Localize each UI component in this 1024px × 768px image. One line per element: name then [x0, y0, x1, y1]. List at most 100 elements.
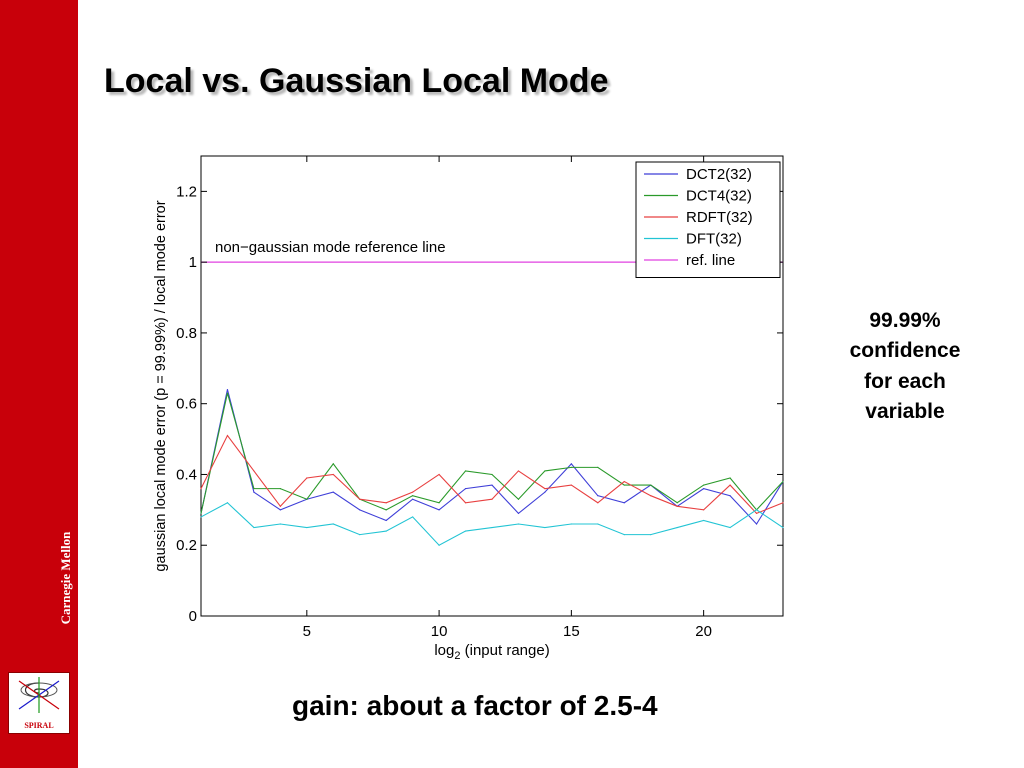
x-tick-label: 15 [563, 623, 580, 640]
data-point-DFT(32)-8 [385, 530, 387, 532]
reference-line-annotation: non−gaussian mode reference line [215, 239, 446, 256]
data-point-RDFT(32)-3 [253, 470, 255, 472]
data-point-DCT4(32)-8 [385, 509, 387, 511]
brand-sidebar [0, 0, 78, 768]
data-point-DCT2(32)-10 [438, 509, 440, 511]
data-point-DFT(32)-16 [597, 523, 599, 525]
data-point-DFT(32)-10 [438, 544, 440, 546]
data-point-DCT4(32)-3 [253, 488, 255, 490]
spiral-logo-icon [18, 677, 60, 713]
data-point-DFT(32)-7 [359, 534, 361, 536]
data-point-RDFT(32)-7 [359, 498, 361, 500]
y-tick-label: 0.4 [176, 466, 197, 483]
data-point-DCT2(32)-13 [517, 512, 520, 514]
data-point-DCT2(32)-12 [491, 484, 493, 486]
data-point-DCT2(32)-2 [226, 388, 229, 391]
confidence-note: 99.99% confidence for each variable [849, 309, 961, 424]
data-point-DCT2(32)-22 [755, 523, 758, 525]
data-point-DFT(32)-14 [544, 526, 546, 529]
y-tick-label: 1 [189, 254, 197, 271]
data-point-DFT(32)-4 [279, 523, 281, 525]
data-point-RDFT(32)-16 [597, 502, 599, 504]
data-point-DCT4(32)-17 [623, 484, 625, 486]
legend: DCT2(32) DCT4(32) RDFT(32) DFT(32) ref. line [635, 161, 781, 278]
gain-note: gain: about a factor of 2.5-4 [292, 690, 658, 721]
data-point-DCT4(32)-12 [491, 473, 493, 476]
data-point-DCT4(32)-11 [464, 470, 467, 472]
legend-label-DFT(32): DFT(32) [686, 231, 742, 248]
data-point-DFT(32)-23 [782, 526, 784, 529]
data-point-DCT2(32)-14 [544, 491, 546, 493]
data-point-DCT4(32)-20 [703, 484, 705, 486]
org-name: Carnegie Mellon [58, 531, 73, 625]
x-tick-label: 5 [303, 623, 311, 640]
data-point-RDFT(32)-9 [412, 491, 414, 493]
data-point-DCT2(32)-3 [253, 491, 255, 493]
data-point-DCT2(32)-8 [385, 519, 387, 522]
logo-text: SPIRAL [24, 721, 54, 730]
data-point-DCT2(32)-21 [729, 495, 731, 497]
data-point-DCT4(32)-10 [438, 502, 440, 504]
data-point-DCT4(32)-1 [200, 512, 202, 514]
data-point-RDFT(32)-8 [385, 502, 387, 504]
data-point-RDFT(32)-12 [491, 498, 493, 500]
ticks: 5 10 15 20 0 0.2 0.4 0.6 0.8 1 1.2 [176, 156, 783, 640]
data-point-DCT4(32)-14 [544, 470, 546, 472]
y-tick-label: 1.2 [176, 183, 197, 200]
x-axis-label: log2 (input range) [434, 642, 549, 662]
data-point-DFT(32)-11 [464, 530, 467, 532]
data-point-RDFT(32)-18 [650, 495, 652, 497]
data-point-RDFT(32)-13 [517, 470, 520, 472]
data-point-DCT2(32)-9 [412, 498, 414, 500]
chart-svg: non−gaussian mode reference line 5 10 15 20… [153, 155, 784, 662]
data-point-RDFT(32)-19 [676, 505, 678, 507]
data-point-DFT(32)-5 [306, 526, 308, 529]
legend-label-DCT2(32): DCT2(32) [686, 166, 752, 183]
data-point-DCT2(32)-7 [359, 509, 361, 511]
data-point-DFT(32)-1 [200, 516, 202, 518]
data-point-DFT(32)-2 [226, 502, 229, 504]
data-point-DCT4(32)-5 [306, 498, 308, 500]
data-point-DFT(32)-3 [253, 526, 255, 529]
data-point-DFT(32)-19 [676, 526, 678, 529]
y-tick-label: 0 [189, 608, 197, 625]
series-group [200, 388, 784, 546]
data-point-RDFT(32)-20 [703, 509, 705, 511]
data-point-DCT4(32)-9 [412, 495, 414, 497]
y-tick-label: 0.8 [176, 325, 197, 342]
data-point-RDFT(32)-17 [623, 480, 625, 483]
data-point-RDFT(32)-4 [279, 505, 281, 507]
data-point-DCT4(32)-6 [332, 463, 334, 465]
data-point-DCT2(32)-17 [623, 502, 625, 504]
data-point-DCT2(32)-6 [332, 491, 334, 493]
data-point-DFT(32)-18 [650, 534, 652, 536]
data-point-RDFT(32)-11 [464, 502, 467, 504]
data-point-RDFT(32)-21 [729, 484, 731, 486]
data-point-DCT4(32)-19 [676, 502, 678, 504]
legend-label-ref. line: ref. line [686, 252, 735, 269]
data-point-RDFT(32)-6 [332, 473, 334, 476]
data-point-DCT2(32)-15 [570, 463, 572, 465]
legend-label-RDFT(32): RDFT(32) [686, 209, 753, 226]
slide-title: Local vs. Gaussian Local Mode [104, 62, 609, 100]
data-point-DFT(32)-21 [729, 526, 731, 529]
data-point-DCT4(32)-2 [226, 392, 229, 394]
data-point-DFT(32)-6 [332, 523, 334, 525]
data-point-DFT(32)-20 [703, 519, 705, 522]
data-point-DCT2(32)-11 [464, 488, 467, 490]
x-tick-label: 20 [695, 623, 712, 640]
spiral-logo: SPIRAL [8, 672, 70, 734]
y-tick-label: 0.2 [176, 537, 197, 554]
data-point-RDFT(32)-15 [570, 484, 572, 486]
y-tick-label: 0.6 [176, 396, 197, 413]
data-point-DCT4(32)-4 [279, 488, 281, 490]
data-point-DCT4(32)-16 [597, 466, 599, 468]
x-tick-label: 10 [431, 623, 448, 640]
legend-box [635, 161, 781, 278]
y-axis-label: gaussian local mode error (p = 99.99%) /… [153, 200, 169, 571]
data-point-DCT2(32)-4 [279, 509, 281, 511]
data-point-DFT(32)-13 [517, 523, 520, 525]
data-point-DCT4(32)-21 [729, 477, 731, 479]
data-point-RDFT(32)-23 [782, 502, 784, 504]
data-point-DCT4(32)-15 [570, 466, 572, 468]
